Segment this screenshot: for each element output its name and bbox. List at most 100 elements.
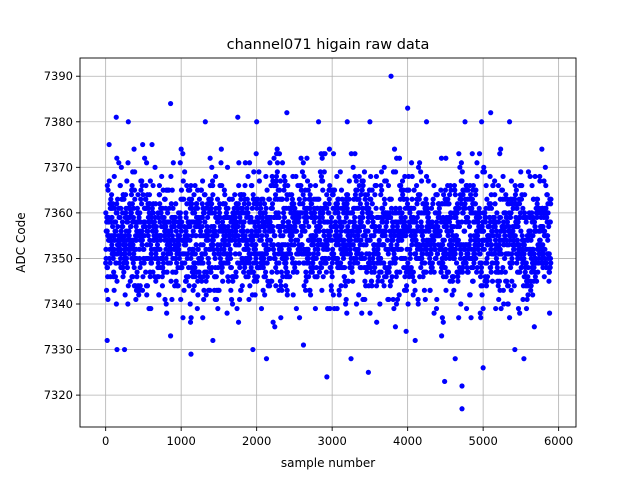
data-point — [445, 269, 452, 275]
data-point — [235, 114, 241, 120]
data-point — [260, 196, 266, 202]
data-point — [417, 192, 423, 198]
data-point — [378, 169, 385, 175]
data-point — [142, 223, 148, 230]
data-point — [122, 292, 128, 298]
y-tick-label: 7320 — [44, 388, 73, 402]
data-point — [458, 301, 464, 307]
data-point — [255, 196, 261, 202]
data-point — [128, 210, 134, 216]
data-point — [370, 260, 376, 266]
data-point — [303, 210, 309, 216]
data-point — [429, 219, 435, 225]
data-point — [234, 305, 240, 312]
data-point — [356, 196, 362, 202]
data-point — [200, 315, 206, 321]
data-point — [219, 269, 225, 275]
data-point — [168, 201, 174, 207]
data-point — [302, 196, 308, 202]
data-point — [494, 228, 500, 234]
data-point — [118, 164, 124, 170]
data-point — [321, 169, 327, 175]
data-point — [246, 296, 252, 303]
data-point — [362, 278, 368, 284]
data-point — [145, 205, 151, 211]
data-point — [296, 196, 302, 202]
data-point — [221, 223, 228, 230]
data-point — [318, 264, 325, 271]
data-point — [434, 219, 440, 225]
data-point — [483, 214, 489, 221]
data-point — [418, 178, 425, 184]
data-point — [443, 155, 449, 161]
data-point — [548, 260, 554, 266]
data-point — [210, 337, 216, 344]
data-point — [241, 269, 247, 275]
data-point — [481, 169, 488, 175]
data-point — [415, 301, 421, 307]
data-point — [183, 210, 189, 216]
data-point — [346, 178, 352, 184]
data-point — [117, 242, 123, 248]
data-point — [242, 160, 248, 166]
data-point — [138, 196, 144, 202]
data-point — [229, 301, 236, 307]
data-point — [279, 287, 285, 293]
y-tick-label: 7350 — [44, 251, 73, 265]
data-point — [537, 178, 543, 184]
data-point — [117, 214, 123, 221]
data-point — [501, 301, 507, 307]
data-point — [329, 260, 335, 266]
data-point — [407, 255, 413, 262]
data-point — [456, 151, 462, 157]
data-point — [215, 219, 221, 225]
data-point — [245, 246, 251, 252]
data-point — [548, 196, 554, 202]
data-point — [503, 192, 509, 198]
data-point — [177, 214, 183, 221]
data-point — [334, 305, 340, 312]
data-point — [157, 201, 163, 207]
data-point — [108, 219, 114, 225]
data-point — [182, 169, 188, 175]
data-point — [190, 228, 196, 234]
data-point — [164, 310, 170, 316]
data-point — [111, 287, 117, 293]
data-point — [506, 242, 512, 248]
data-point — [522, 269, 528, 275]
data-point — [409, 242, 415, 248]
data-point — [326, 196, 332, 202]
data-point — [171, 223, 177, 230]
data-point — [211, 223, 217, 230]
data-point — [235, 201, 241, 207]
data-point — [317, 169, 323, 175]
data-point — [220, 278, 226, 284]
data-point — [307, 287, 313, 293]
data-point — [202, 192, 208, 198]
x-tick-label: 2000 — [242, 434, 271, 448]
data-point — [540, 223, 546, 230]
data-point — [383, 274, 389, 280]
data-point — [508, 178, 514, 184]
data-point — [259, 233, 265, 239]
data-point — [317, 223, 323, 230]
data-point — [184, 182, 190, 189]
data-point — [319, 155, 325, 161]
data-point — [105, 187, 111, 193]
data-point — [469, 151, 475, 157]
data-point — [511, 246, 517, 252]
data-point — [375, 274, 381, 280]
data-point — [347, 237, 354, 243]
data-point — [252, 292, 258, 298]
data-point — [452, 356, 458, 362]
data-point — [289, 233, 295, 239]
data-point — [450, 274, 457, 280]
data-point — [233, 228, 239, 234]
data-point — [292, 205, 298, 211]
data-point — [411, 278, 417, 284]
data-point — [132, 196, 138, 202]
data-point — [471, 260, 477, 266]
data-point — [474, 160, 480, 166]
data-point — [210, 182, 216, 189]
